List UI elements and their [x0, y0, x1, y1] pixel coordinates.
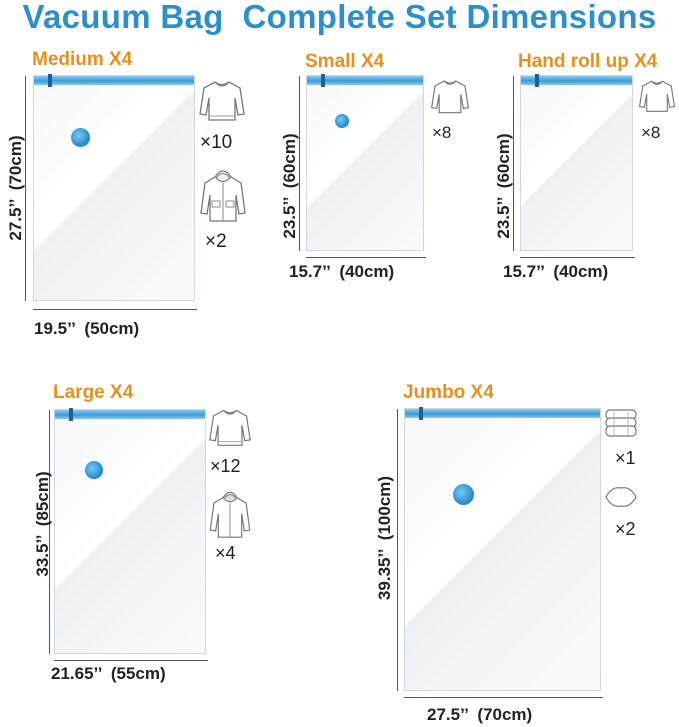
medium-bag-image [33, 74, 195, 301]
large-bag-label: Large X4 [53, 382, 134, 403]
folded-comforter-icon [605, 409, 637, 437]
sweater-icon [431, 80, 469, 114]
medium-width-line [33, 309, 197, 310]
hooded-jacket-icon [200, 170, 246, 222]
small-height-line [299, 76, 300, 251]
large-bag-image [54, 408, 206, 654]
medium-bag-label: Medium X4 [32, 49, 133, 70]
jumbo-bag-label: Jumbo X4 [403, 382, 494, 403]
sweater-icon [209, 409, 251, 446]
valve-icon [85, 461, 103, 479]
valve-icon [453, 484, 474, 505]
medium-height-line [25, 76, 26, 301]
large-width-line [54, 660, 208, 661]
small-height-dimension: 23.5’’ (60cm) [280, 133, 299, 239]
large-width-dimension: 21.65’’ (55cm) [51, 664, 166, 683]
pillow-icon [605, 487, 637, 507]
medium-jacket-qty: ×2 [205, 231, 227, 252]
large-jacket-qty: ×4 [215, 543, 236, 563]
jumbo-pillow-qty: ×2 [615, 519, 636, 539]
jumbo-width-line [404, 697, 603, 698]
jumbo-height-dimension: 39.35’’ (100cm) [375, 475, 394, 601]
page-title: Vacuum Bag Complete Set Dimensions [22, 0, 657, 35]
medium-height-dimension: 27.5’’ (70cm) [6, 135, 25, 241]
small-bag-label: Small X4 [305, 51, 385, 72]
hand-roll-bag-image [520, 74, 633, 251]
hand-roll-height-line [513, 76, 514, 251]
large-height-line [49, 410, 50, 654]
valve-icon [71, 128, 90, 147]
large-sweater-qty: ×12 [210, 456, 241, 476]
medium-width-dimension: 19.5’’ (50cm) [34, 319, 140, 338]
small-sweater-qty: ×8 [432, 123, 452, 142]
hooded-jacket-icon [209, 491, 251, 538]
small-width-line [306, 257, 426, 258]
hand-roll-height-dimension: 23.5’’ (60cm) [494, 133, 513, 239]
large-height-dimension: 33.5’’ (85cm) [33, 471, 52, 577]
jumbo-bag-image [404, 407, 601, 691]
small-bag-image [306, 74, 424, 251]
hand-roll-width-line [520, 257, 635, 258]
sweater-icon [199, 81, 245, 121]
jumbo-height-line [397, 409, 398, 691]
medium-sweater-qty: ×10 [200, 132, 233, 153]
hand-roll-width-dimension: 15.7’’ (40cm) [503, 262, 609, 281]
sweater-icon [638, 80, 676, 112]
jumbo-width-dimension: 27.5’’ (70cm) [427, 705, 533, 724]
small-width-dimension: 15.7’’ (40cm) [289, 262, 395, 281]
hand-roll-sweater-qty: ×8 [641, 123, 661, 142]
jumbo-comforter-qty: ×1 [615, 448, 636, 468]
valve-icon [335, 114, 349, 128]
hand-roll-bag-label: Hand roll up X4 [518, 51, 658, 72]
